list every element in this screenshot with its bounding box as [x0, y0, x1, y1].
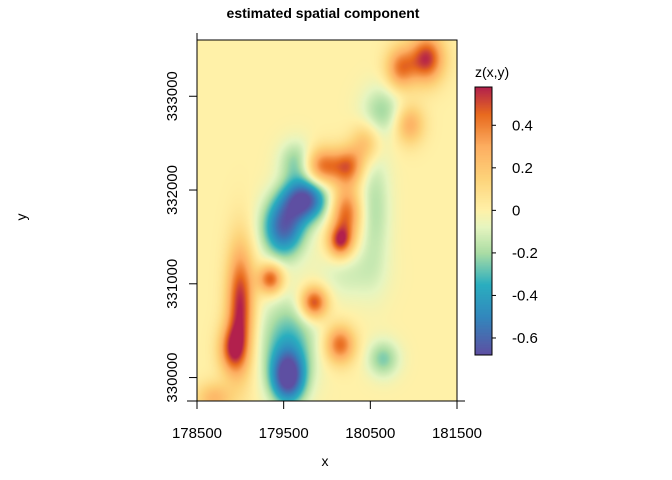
colorbar-frame: [474, 86, 493, 356]
colorbar-gradient: [475, 87, 492, 355]
colorbar-title: z(x,y): [475, 64, 509, 80]
x-axis: 178500 179500 180500 181500: [172, 400, 482, 442]
y-tick-label: 332000: [164, 165, 181, 215]
x-tick-label: 181500: [432, 425, 482, 442]
colorbar-tick-label: -0.2: [512, 245, 538, 262]
x-tick-label: 178500: [172, 425, 222, 442]
x-axis-label: x: [322, 453, 329, 469]
colorbar-tick-label: 0: [512, 202, 520, 219]
colorbar-tick-label: -0.6: [512, 330, 538, 347]
colorbar-tick-label: 0.4: [512, 117, 533, 134]
plot-area: [196, 39, 458, 402]
y-tick-label: 333000: [164, 71, 181, 121]
y-tick-label: 330000: [164, 353, 181, 403]
colorbar-ticks: 0.4 0.2 0 -0.2 -0.4 -0.6: [492, 117, 538, 347]
y-axis: 330000 331000 332000 333000: [164, 33, 198, 403]
colorbar-tick-label: -0.4: [512, 287, 538, 304]
colorbar-legend: z(x,y) 0.4 0.2 0 -0.2 -0.4 -0.6: [474, 64, 538, 356]
y-tick-label: 331000: [164, 259, 181, 309]
x-tick-label: 179500: [259, 425, 309, 442]
y-axis-label: y: [13, 214, 29, 221]
chart-title: estimated spatial component: [227, 5, 420, 21]
colorbar-tick-label: 0.2: [512, 160, 533, 177]
x-tick-label: 180500: [345, 425, 395, 442]
heatmap-raster: [197, 40, 457, 401]
